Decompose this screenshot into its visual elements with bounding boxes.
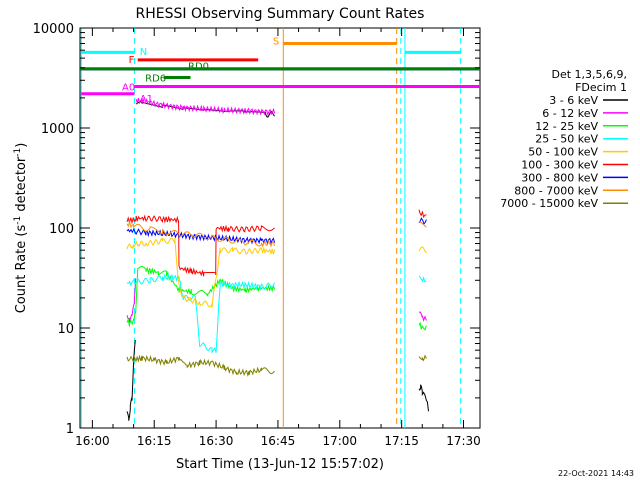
footer-date: 22-Oct-2021 14:43 — [558, 469, 634, 478]
y-tick-label: 1000 — [41, 122, 74, 137]
y-tick-label: 10000 — [33, 22, 74, 37]
flag-label-n: N — [140, 47, 147, 58]
series-line — [418, 217, 427, 225]
y-tick-label: 100 — [49, 222, 74, 237]
legend-label: 25 - 50 keV — [535, 133, 598, 146]
series-line — [126, 278, 137, 323]
series-line — [126, 273, 276, 354]
x-tick-label: 17:00 — [322, 434, 357, 448]
series-line — [126, 265, 276, 327]
legend-header-decim: FDecim 1 — [575, 81, 627, 94]
series-line — [418, 384, 429, 412]
y-axis-label-part: ) — [14, 143, 29, 148]
series-line — [135, 97, 276, 117]
y-axis-label-part: detector — [14, 156, 29, 216]
flag-label-s: S — [273, 36, 279, 47]
chart-title: RHESSI Observing Summary Count Rates — [136, 6, 425, 22]
legend-label: 7000 - 15000 keV — [500, 197, 598, 210]
legend-label: 300 - 800 keV — [521, 171, 598, 184]
y-axis-label-part: Count Rate (s — [14, 225, 29, 314]
x-tick-label: 16:15 — [137, 434, 172, 448]
series-line — [126, 354, 275, 377]
legend-label: 800 - 7000 keV — [514, 184, 598, 197]
x-tick-label: 16:45 — [261, 434, 296, 448]
x-tick-label: 16:00 — [75, 434, 110, 448]
x-tick-label: 16:30 — [199, 434, 234, 448]
x-tick-label: 17:15 — [384, 434, 419, 448]
series-line — [126, 237, 276, 308]
series-line — [126, 220, 276, 248]
y-axis-label: Count Rate (s-1 detector-1) — [13, 143, 29, 314]
series-line — [126, 214, 275, 277]
series-line — [418, 311, 427, 322]
series-line — [418, 275, 427, 283]
series-lines — [126, 97, 429, 421]
legend-label: 50 - 100 keV — [528, 146, 598, 159]
legend-label: 12 - 25 keV — [535, 120, 598, 133]
y-axis-label-exponent: -1 — [13, 216, 23, 225]
flag-label-rd0: RD0 — [188, 62, 209, 73]
flag-label-a0: A0 — [122, 83, 135, 94]
legend-label: 3 - 6 keV — [549, 94, 598, 107]
flag-label-f: F — [129, 55, 135, 66]
legend-header: Det 1,3,5,6,9, — [551, 68, 627, 81]
legend-label: 100 - 300 keV — [521, 159, 598, 172]
x-axis-ticks: 16:00 16:15 16:30 16:45 17:00 17:15 17:30 — [75, 28, 481, 448]
series-line — [418, 246, 427, 254]
series-line — [126, 228, 276, 245]
series-line — [418, 354, 427, 362]
x-tick-label: 17:30 — [446, 434, 481, 448]
y-tick-label: 1 — [66, 422, 74, 437]
flag-label-rd6: RD6 — [145, 73, 166, 84]
y-axis-label-exponent: -1 — [13, 148, 23, 157]
x-axis-label: Start Time (13-Jun-12 15:57:02) — [176, 457, 384, 472]
series-line — [418, 321, 427, 331]
legend-label: 6 - 12 keV — [542, 107, 598, 120]
y-axis-ticks: 1 10 100 1000 10000 — [33, 22, 480, 437]
marker-lines — [80, 28, 462, 428]
series-line — [418, 220, 427, 228]
series-line — [418, 209, 427, 219]
y-tick-label: 10 — [57, 322, 74, 337]
